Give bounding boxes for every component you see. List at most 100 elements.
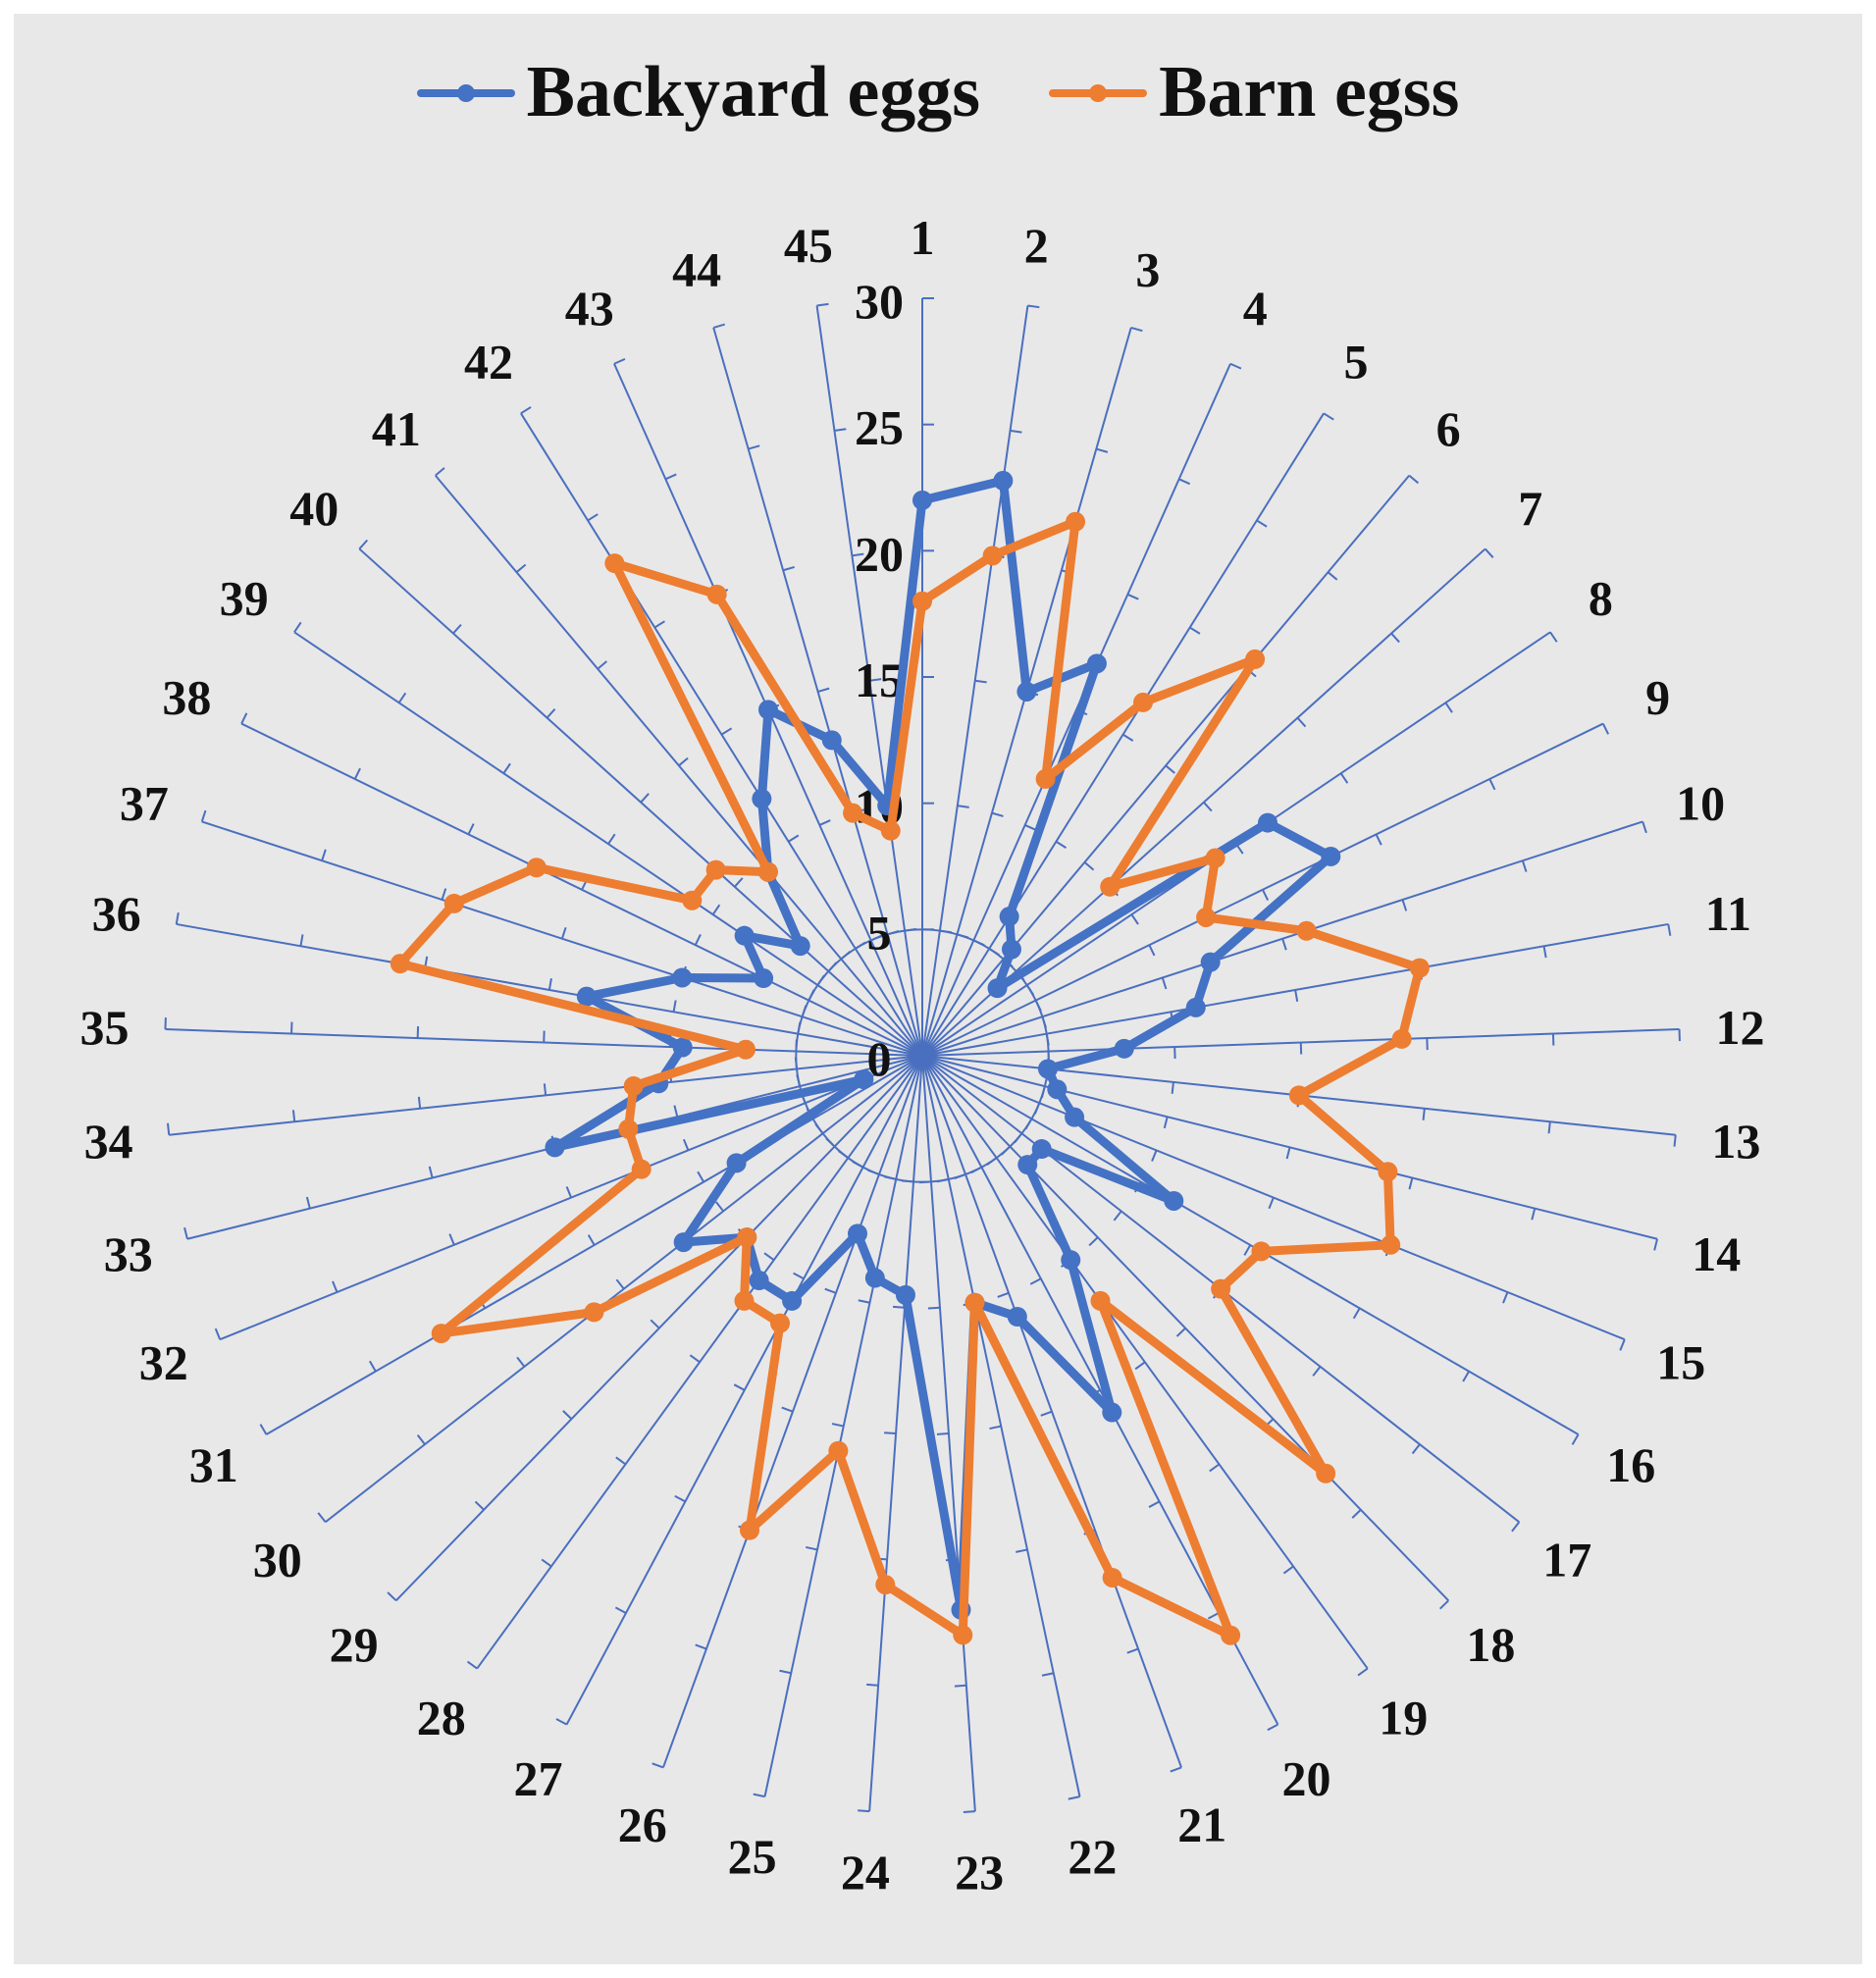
category-label-27: 27 xyxy=(513,1750,562,1805)
spoke-tick xyxy=(1243,1244,1252,1256)
spoke-tick xyxy=(855,941,866,950)
spoke-tick xyxy=(1130,326,1143,333)
spoke-tick xyxy=(974,679,987,684)
data-point-10 xyxy=(1200,952,1221,972)
data-point-37 xyxy=(672,967,693,988)
legend-entry-barn-eggs[interactable]: Barn egss xyxy=(1049,51,1459,134)
spoke-tick xyxy=(607,833,616,845)
spoke-tick xyxy=(734,877,744,888)
category-label-42: 42 xyxy=(464,335,513,390)
category-label-38: 38 xyxy=(162,669,211,724)
spoke-tick xyxy=(1171,1081,1174,1094)
spoke-tick xyxy=(893,1305,906,1309)
data-point-21 xyxy=(1007,1306,1027,1327)
category-label-18: 18 xyxy=(1466,1617,1515,1672)
series-line xyxy=(550,476,1335,1615)
spoke-tick xyxy=(387,1591,397,1602)
data-point-26 xyxy=(847,1223,867,1244)
spoke-tick xyxy=(543,1083,547,1096)
spoke-tick xyxy=(1444,702,1453,713)
data-point-42 xyxy=(604,553,625,574)
category-label-31: 31 xyxy=(189,1437,238,1492)
spoke-tick xyxy=(1281,938,1287,951)
spoke-tick xyxy=(988,948,1000,957)
spoke-tick xyxy=(1375,833,1382,846)
category-label-12: 12 xyxy=(1715,1000,1764,1055)
data-point-36 xyxy=(576,986,597,1007)
data-point-32 xyxy=(631,1159,651,1179)
spoke-tick xyxy=(1088,1236,1099,1247)
spoke-tick xyxy=(640,793,650,804)
spoke-tick xyxy=(825,1137,836,1148)
data-point-45 xyxy=(880,820,901,841)
spoke-tick xyxy=(793,1272,805,1280)
spoke-tick xyxy=(801,1005,808,1017)
spoke-tick xyxy=(183,1226,188,1240)
category-label-16: 16 xyxy=(1606,1437,1655,1492)
spoke-31 xyxy=(265,1055,923,1435)
legend-entry-backyard-eggs[interactable]: Backyard eggs xyxy=(416,51,980,134)
spoke-tick xyxy=(560,926,567,940)
spoke-tick xyxy=(562,1410,573,1420)
spoke-tick xyxy=(166,1122,171,1135)
spoke-tick xyxy=(1422,1108,1426,1120)
data-point-3 xyxy=(1066,511,1086,532)
category-label-29: 29 xyxy=(330,1617,379,1672)
data-point-1 xyxy=(912,490,932,510)
data-point-5 xyxy=(999,907,1019,927)
spoke-tick xyxy=(214,1327,222,1340)
spoke-tick xyxy=(368,1360,377,1373)
data-point-24 xyxy=(895,1284,915,1305)
spoke-tick xyxy=(587,1234,596,1246)
spoke-tick xyxy=(824,1287,837,1294)
spoke-tick xyxy=(1161,977,1168,990)
data-point-23 xyxy=(953,1625,973,1645)
data-point-20 xyxy=(1102,1402,1122,1423)
spoke-tick xyxy=(794,1057,799,1069)
spoke-24 xyxy=(868,1055,923,1812)
spoke-tick xyxy=(1521,859,1528,872)
spoke-tick xyxy=(1134,1361,1146,1371)
spoke-tick xyxy=(555,1718,568,1726)
radial-tick-label: 5 xyxy=(867,905,892,960)
category-label-8: 8 xyxy=(1589,571,1613,626)
radial-tick-label: 25 xyxy=(855,400,904,455)
spoke-tick xyxy=(838,1150,849,1159)
spoke-tick xyxy=(1229,362,1242,370)
data-point-24 xyxy=(875,1575,896,1595)
data-point-33 xyxy=(618,1119,639,1139)
data-point-15 xyxy=(1381,1234,1401,1255)
data-point-36 xyxy=(390,954,410,974)
category-label-1: 1 xyxy=(911,210,935,265)
data-point-33 xyxy=(545,1137,565,1158)
spoke-tick xyxy=(1096,447,1109,453)
category-label-19: 19 xyxy=(1379,1691,1428,1745)
spoke-tick xyxy=(597,660,608,670)
category-label-14: 14 xyxy=(1692,1226,1741,1281)
spoke-tick xyxy=(1024,824,1037,831)
spoke-tick xyxy=(1351,1509,1362,1519)
data-point-4 xyxy=(1086,653,1107,674)
spoke-tick xyxy=(1126,593,1139,600)
data-point-41 xyxy=(757,861,778,882)
legend-swatch-backyard-eggs xyxy=(416,83,515,102)
spoke-tick xyxy=(678,756,689,767)
spoke-tick xyxy=(1024,1118,1033,1130)
spoke-tick xyxy=(904,927,917,932)
spoke-tick xyxy=(884,1175,897,1180)
spoke-tick xyxy=(1547,1121,1551,1134)
spoke-tick xyxy=(614,1606,627,1614)
series-backyard-eggs xyxy=(545,470,1341,1620)
spoke-tick xyxy=(779,1669,792,1675)
spoke-tick xyxy=(1294,989,1299,1002)
spoke-tick xyxy=(321,849,327,861)
category-label-41: 41 xyxy=(372,401,421,456)
spoke-37 xyxy=(201,820,923,1057)
category-label-24: 24 xyxy=(841,1845,890,1900)
spoke-tick xyxy=(870,934,883,942)
spoke-tick xyxy=(467,823,475,835)
spoke-tick xyxy=(1323,412,1334,421)
category-label-39: 39 xyxy=(220,571,269,626)
spoke-tick xyxy=(651,1762,664,1769)
category-label-28: 28 xyxy=(417,1691,466,1745)
